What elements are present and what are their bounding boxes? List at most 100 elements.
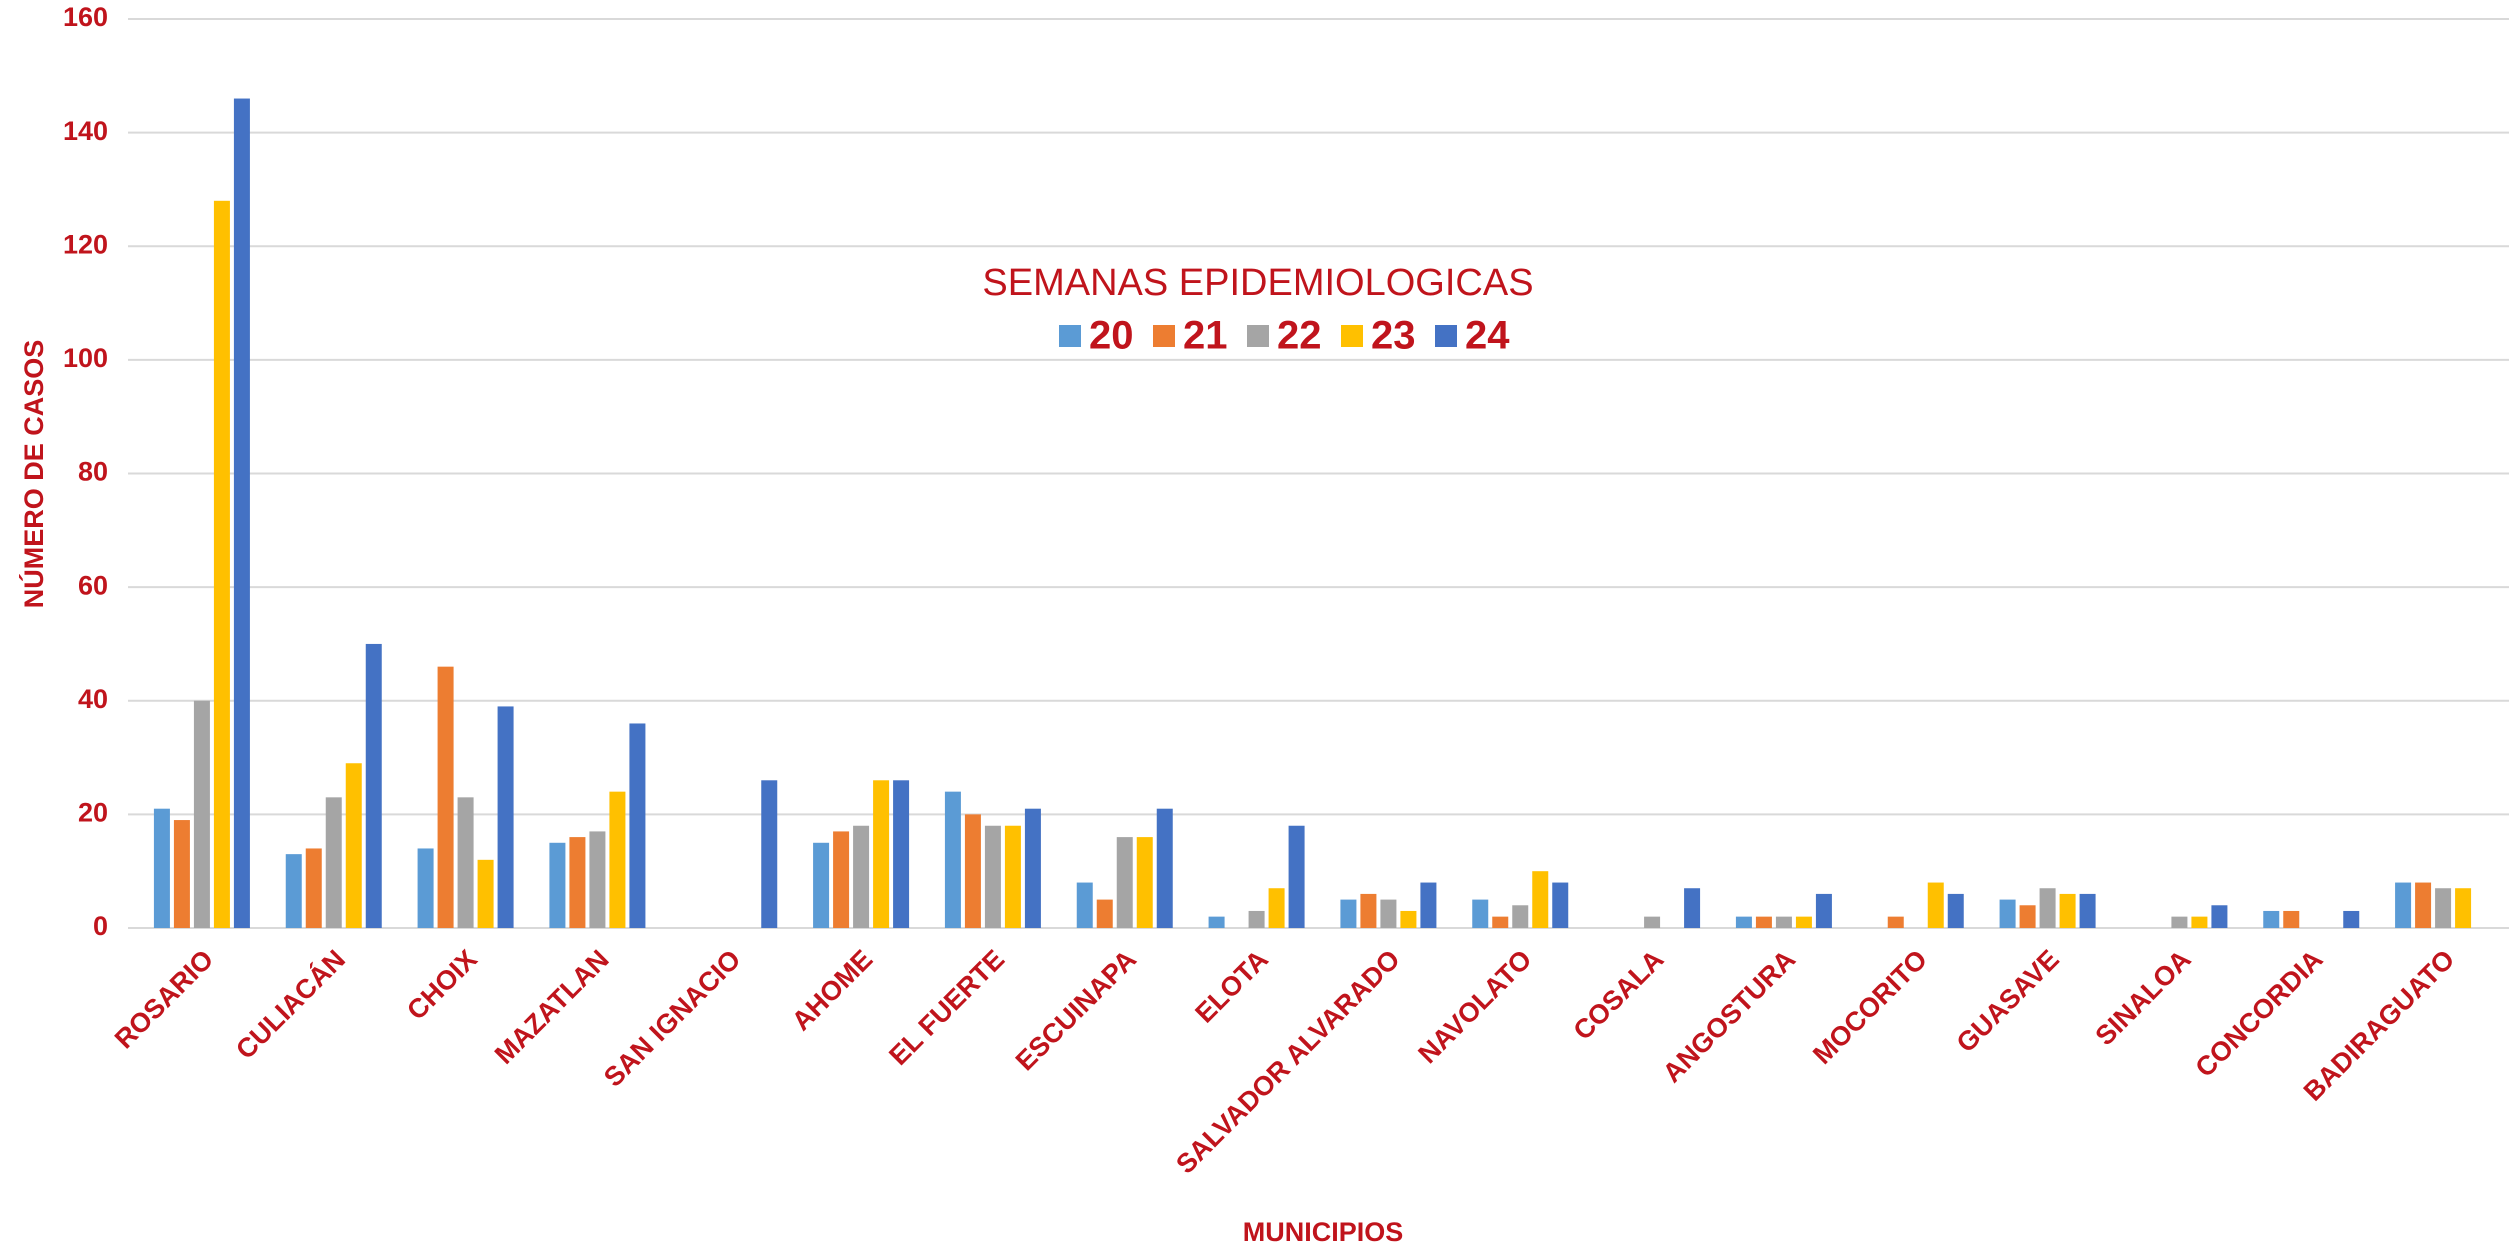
bar [873,780,890,928]
x-tick-label: CHOIX [401,944,483,1026]
bar [1004,825,1021,928]
legend-swatch [1153,325,1175,347]
legend-label: 21 [1183,314,1228,358]
y-tick-label: 100 [63,343,108,373]
bar [853,825,870,928]
bar [1400,910,1417,928]
x-tick-label: ELOTA [1189,944,1273,1028]
bar [1096,899,1113,928]
bar [2415,882,2432,928]
bar [2211,905,2228,928]
bar [1420,882,1437,928]
bar [944,791,961,928]
x-axis-title: MUNICIPIOS [1243,1217,1404,1247]
bar [609,791,626,928]
bar [549,842,566,928]
bar [457,797,474,928]
bar [153,808,170,928]
x-tick-label: CONCORDIA [2190,944,2329,1083]
bar [1684,888,1701,928]
bar [417,848,434,928]
bar [305,848,322,928]
x-tick-label: SAN IGNACIO [598,944,747,1093]
y-tick-label: 20 [78,798,108,828]
bar [964,814,981,928]
bar [1116,837,1133,928]
x-tick-label: GUASAVE [1951,944,2065,1058]
bar [761,780,778,928]
bar [1380,899,1397,928]
bar [173,820,190,928]
bar [1775,916,1792,928]
x-tick-label: ANGOSTURA [1657,944,1801,1088]
bar [1208,916,1225,928]
bar [365,643,382,928]
legend-label: 23 [1371,314,1416,358]
bar [325,797,342,928]
legend-label: 24 [1465,314,1510,358]
bar [1755,916,1772,928]
bar [1340,899,1357,928]
bar [1999,899,2016,928]
y-tick-label: 140 [63,116,108,146]
bar [345,763,362,928]
x-tick-label: CULIACÁN [229,943,351,1065]
y-tick-label: 160 [63,2,108,32]
bar [813,842,830,928]
x-tick-label: ROSARIO [109,944,219,1054]
x-tick-label: ESCUINAPA [1010,944,1142,1076]
legend-swatch [1247,325,1269,347]
bar [984,825,1001,928]
bar [1512,905,1529,928]
bar [1076,882,1093,928]
bar [1552,882,1569,928]
legend-swatch [1341,325,1363,347]
bar [589,831,606,928]
bar [2171,916,2188,928]
x-tick-label: SALVADOR ALVARADO [1170,944,1405,1179]
bar [2079,893,2096,928]
bar [285,854,302,928]
y-tick-label: 60 [78,570,108,600]
bar [2343,910,2360,928]
bar [2435,888,2452,928]
x-tick-label: AHOME [786,944,878,1036]
bar [569,837,586,928]
bar [1887,916,1904,928]
bar [1472,899,1489,928]
bar [1268,888,1285,928]
bar [477,859,494,928]
bar [233,98,250,929]
x-tick-label: SINALOA [2090,944,2197,1051]
bar [833,831,850,928]
x-tick-label: COSALA [1568,944,1670,1046]
bar [1927,882,1944,928]
bar [497,706,514,928]
y-axis-title: NÚMERO DE CASOS [18,340,49,609]
legend-swatch [1435,325,1457,347]
x-tick-label: MAZATLAN [489,944,615,1070]
bar [629,723,646,928]
bar [1024,808,1041,928]
bar [437,666,454,928]
bar [1815,893,1832,928]
x-tick-label: EL FUERTE [883,944,1010,1071]
bar [1288,825,1305,928]
x-tick-label: MOCORITO [1807,944,1933,1070]
bar [213,200,230,929]
bar [193,700,210,928]
y-tick-label: 40 [78,684,108,714]
bar [2019,905,2036,928]
bar [1735,916,1752,928]
bar [1532,871,1549,928]
bar [2059,893,2076,928]
bar [1947,893,1964,928]
bar [2263,910,2280,928]
bar [893,780,910,928]
bar [1248,910,1265,928]
bar [2283,910,2300,928]
legend-label: 20 [1089,314,1134,358]
bar [1136,837,1153,928]
